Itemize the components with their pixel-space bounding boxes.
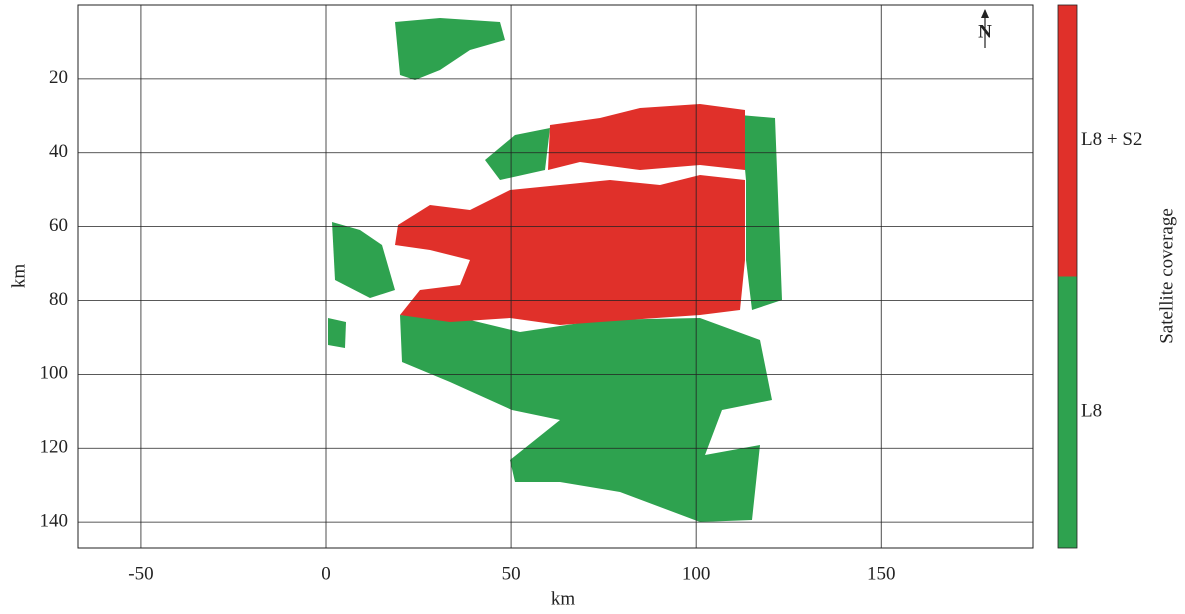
x-tick-label: 50	[502, 563, 521, 584]
colorbar-label: Satellite coverage	[1156, 208, 1177, 344]
coverage-region	[332, 222, 395, 298]
colorbar-tick-label: L8	[1081, 401, 1102, 422]
y-tick-label: 100	[40, 363, 69, 384]
coverage-region	[328, 318, 346, 348]
colorbar-segment	[1058, 276, 1077, 548]
north-arrow-head	[981, 9, 989, 18]
y-tick-label: 120	[40, 437, 69, 458]
x-tick-label: -50	[128, 563, 153, 584]
coverage-region	[548, 104, 745, 170]
y-tick-label: 80	[49, 289, 68, 310]
coverage-region	[395, 175, 745, 325]
colorbar-frame	[1057, 4, 1078, 549]
x-tick-label: 0	[321, 563, 331, 584]
y-tick-label: 40	[49, 141, 68, 162]
y-tick-label: 20	[49, 67, 68, 88]
plot-frame	[77, 4, 1034, 549]
colorbar-tick-label: L8 + S2	[1081, 129, 1142, 150]
coverage-region	[395, 18, 505, 80]
x-tick-label: 150	[867, 563, 896, 584]
coverage-region	[485, 128, 550, 180]
coverage-regions	[328, 18, 782, 522]
x-axis-label: km	[551, 588, 576, 609]
coverage-region	[740, 115, 782, 310]
y-axis-label: km	[8, 264, 29, 289]
coverage-region	[400, 315, 772, 522]
x-tick-label: 100	[682, 563, 711, 584]
y-tick-label: 140	[40, 511, 69, 532]
y-tick-label: 60	[49, 215, 68, 236]
colorbar-segment	[1058, 5, 1077, 277]
